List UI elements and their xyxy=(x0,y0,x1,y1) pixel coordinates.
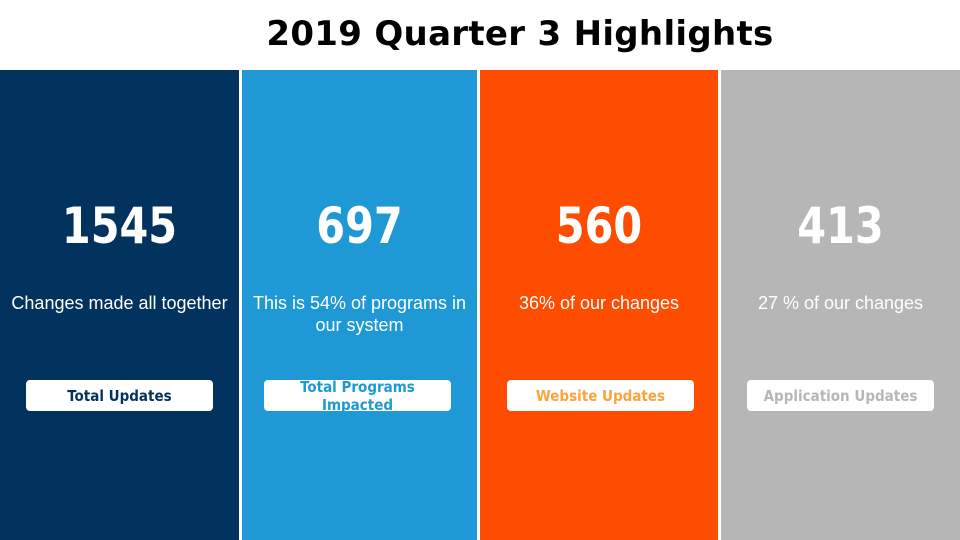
stat-description: This is 54% of programs in our system xyxy=(252,293,467,335)
stat-value: 413 xyxy=(797,197,884,255)
page-title: 2019 Quarter 3 Highlights xyxy=(266,14,774,54)
panel-total-programs-impacted: 697 This is 54% of programs in our syste… xyxy=(242,70,477,540)
stat-description: Changes made all together xyxy=(11,293,228,313)
panel-total-updates: 1545 Changes made all together Total Upd… xyxy=(0,70,239,540)
website-updates-button[interactable]: Website Updates xyxy=(507,380,694,411)
stat-description: 27 % of our changes xyxy=(757,293,924,313)
application-updates-button[interactable]: Application Updates xyxy=(747,380,934,411)
total-programs-impacted-button[interactable]: Total Programs Impacted xyxy=(264,378,451,414)
stat-value: 697 xyxy=(316,197,403,255)
stat-description: 36% of our changes xyxy=(518,293,680,313)
highlights-panels: 1545 Changes made all together Total Upd… xyxy=(0,70,960,540)
panel-website-updates: 560 36% of our changes Website Updates xyxy=(480,70,718,540)
stat-value: 1545 xyxy=(61,197,178,255)
panel-application-updates: 413 27 % of our changes Application Upda… xyxy=(721,70,960,540)
total-updates-button[interactable]: Total Updates xyxy=(26,380,213,411)
stat-value: 560 xyxy=(555,197,643,255)
